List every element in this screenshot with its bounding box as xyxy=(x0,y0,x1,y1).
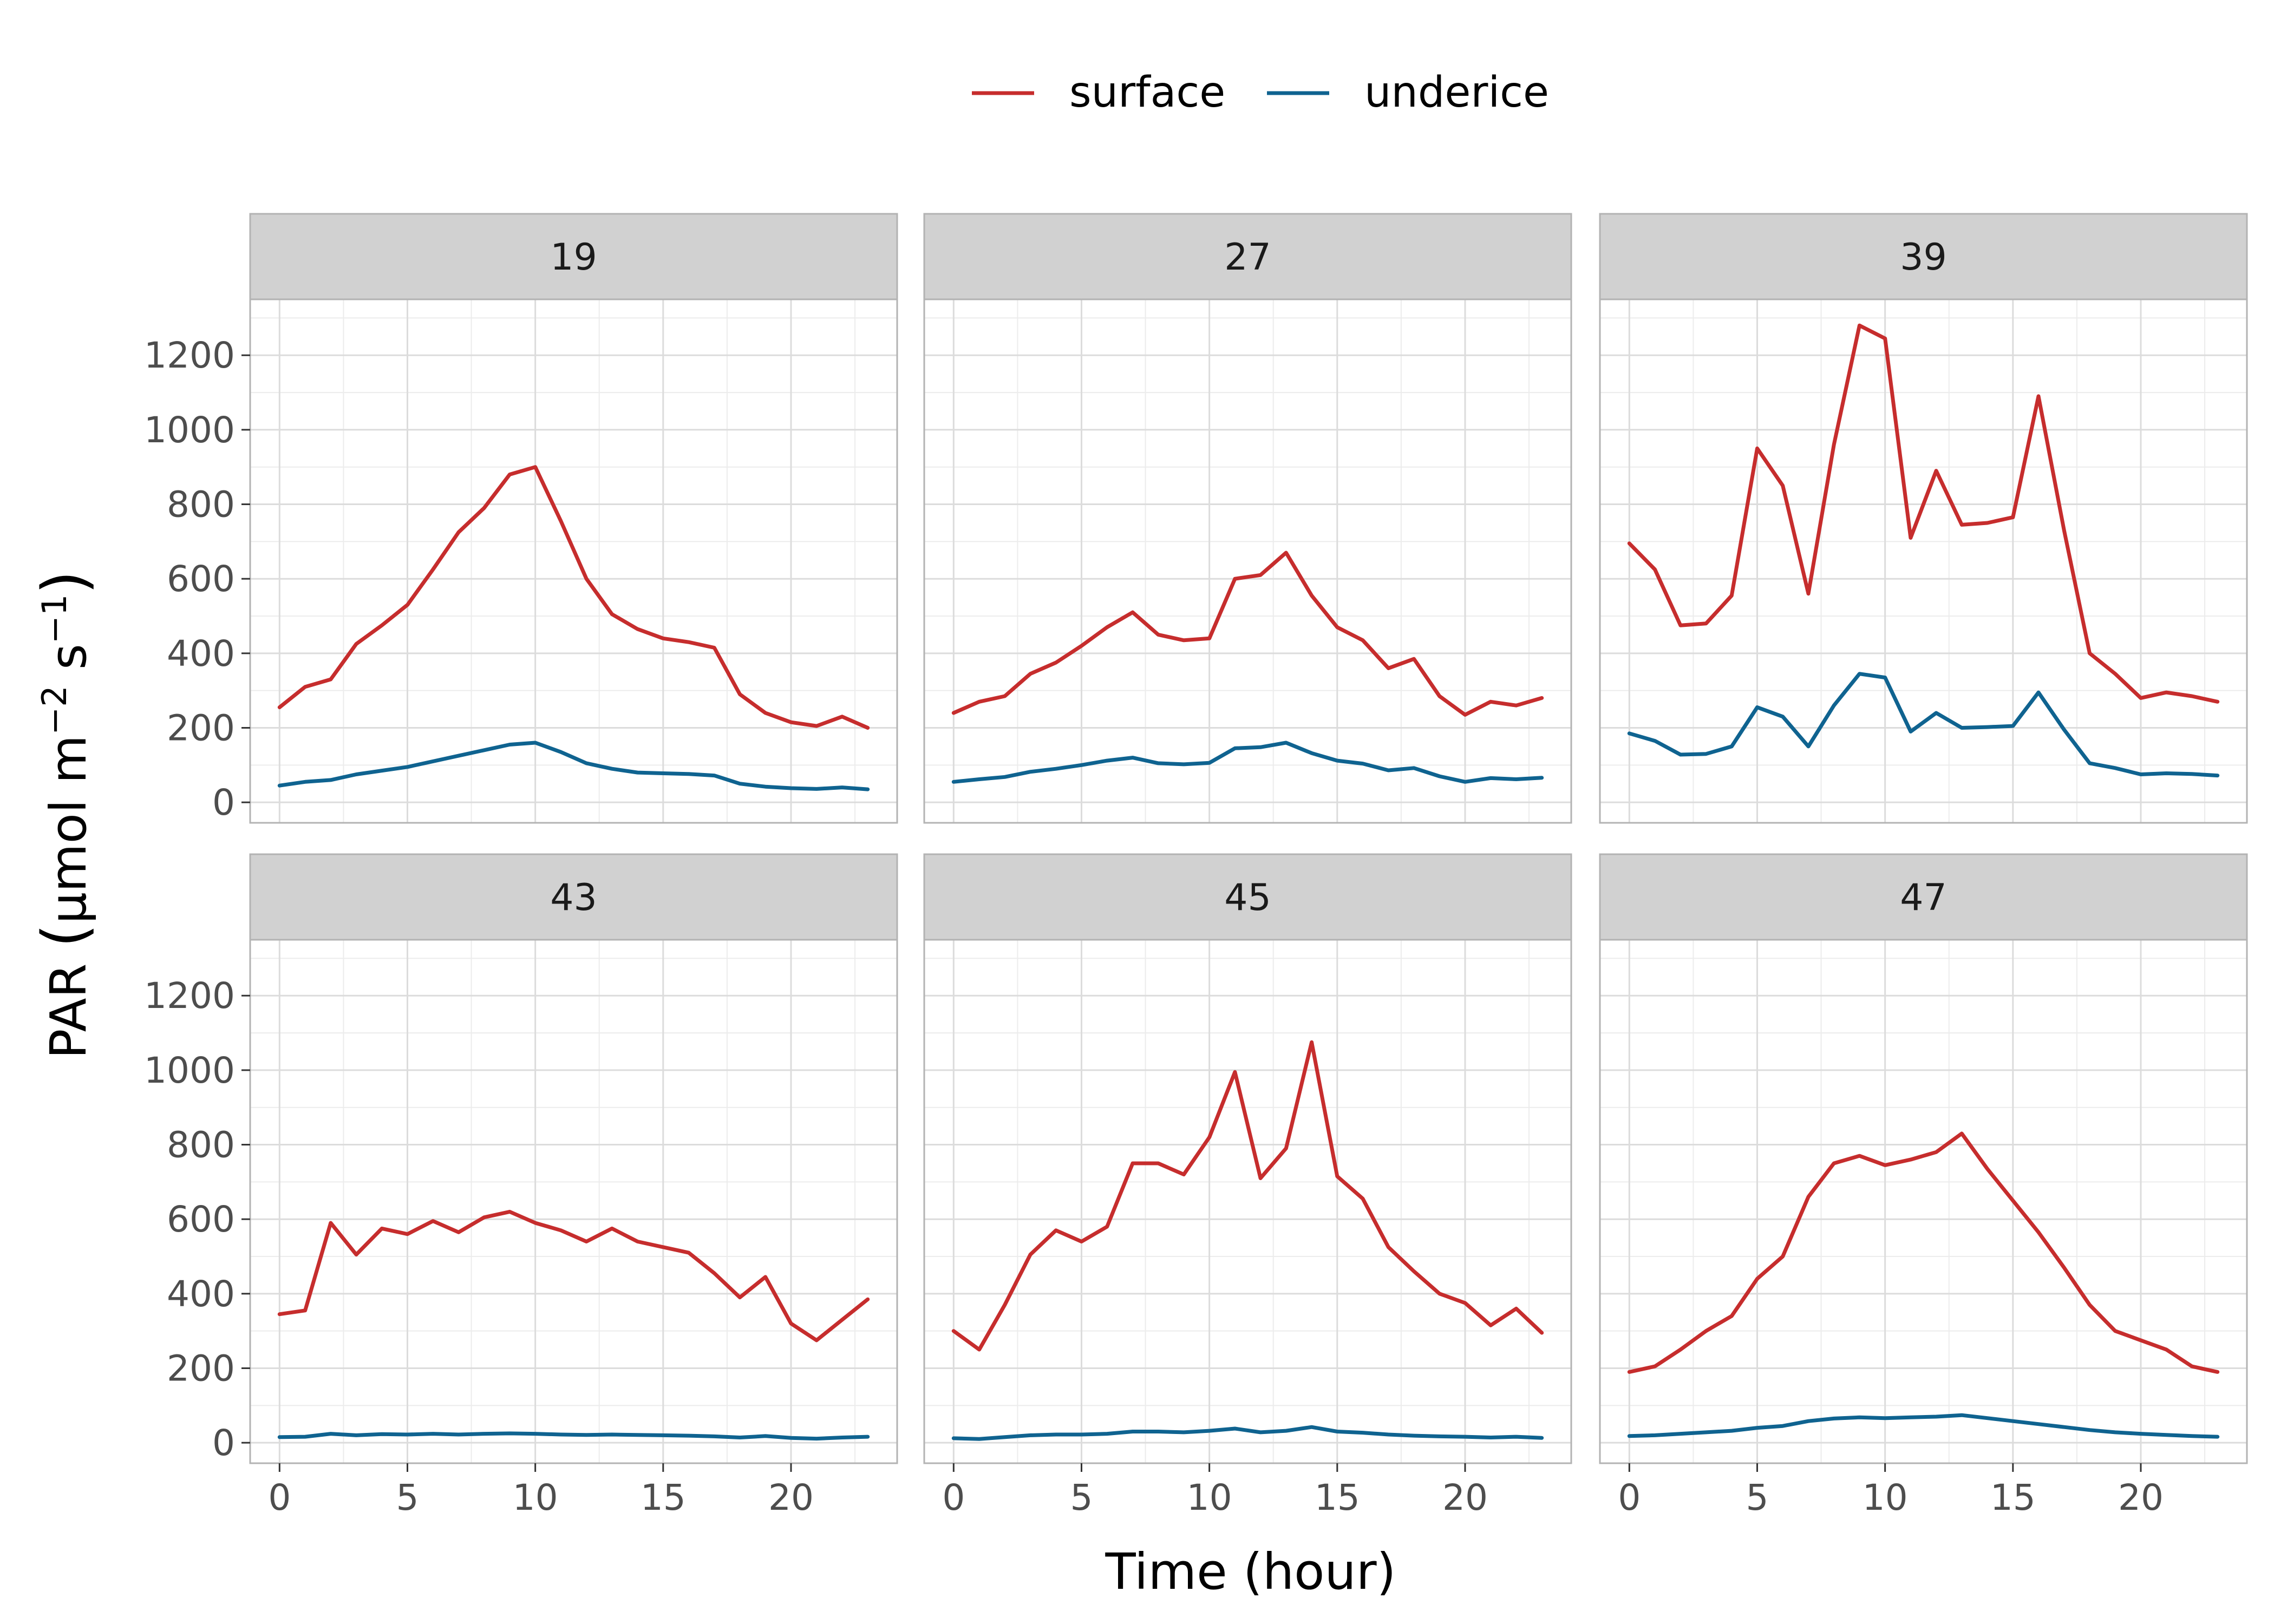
series-line-underice xyxy=(951,1425,1544,1441)
y-axis-title-exp-s: −1 xyxy=(35,594,74,644)
legend-entry-underice: underice xyxy=(1267,68,1549,117)
x-tick-label: 5 xyxy=(1070,1477,1093,1518)
x-tick-label: 20 xyxy=(1442,1477,1488,1518)
x-tick-label: 15 xyxy=(641,1477,686,1518)
x-tick-label: 15 xyxy=(1990,1477,2036,1518)
y-axis-title-main: µmol m xyxy=(40,735,97,924)
plot-background xyxy=(1600,299,2247,823)
legend-label-underice: underice xyxy=(1364,68,1549,117)
y-axis-title-paren-open: ( xyxy=(30,924,100,948)
plot-background xyxy=(250,299,897,823)
gridlines xyxy=(1600,940,2247,1463)
y-tick-label: 400 xyxy=(167,1273,235,1315)
series-line-underice xyxy=(1627,672,2220,778)
facet-label: 39 xyxy=(1900,236,1947,279)
facet-strip xyxy=(249,853,898,941)
y-tick-label: 400 xyxy=(167,633,235,675)
x-tick-label: 0 xyxy=(942,1477,965,1518)
y-axis-title-mid: s xyxy=(40,644,97,685)
plot-background xyxy=(924,299,1571,823)
panel-border xyxy=(923,939,1572,1464)
gridlines xyxy=(924,299,1571,823)
facet-label: 45 xyxy=(1224,876,1271,919)
series-line-surface xyxy=(951,551,1544,717)
panel-39: 39 xyxy=(1599,213,2248,824)
gridlines xyxy=(924,940,1571,1463)
panel-19: 19 0 200 400 600 800 1000 1200 xyxy=(144,213,898,824)
series-line-underice xyxy=(1627,1413,2220,1439)
y-axis-title: PAR (µmol m−2 s−1) xyxy=(30,571,100,1059)
y-tick-label: 600 xyxy=(167,1199,235,1240)
facet-label: 27 xyxy=(1224,236,1271,279)
panel-border xyxy=(249,939,898,1464)
series-line-underice xyxy=(951,741,1544,784)
facet-label: 47 xyxy=(1900,876,1947,919)
panel-border xyxy=(249,298,898,824)
y-tick-label: 1000 xyxy=(144,409,235,451)
panel-45: 45 0 5 10 15 20 xyxy=(923,853,1572,1518)
facet-label: 43 xyxy=(550,876,597,919)
y-axis-title-exp-m: −2 xyxy=(35,685,74,735)
x-axis-title: Time (hour) xyxy=(1105,1543,1396,1601)
x-tick-label: 5 xyxy=(1746,1477,1768,1518)
facet-strip xyxy=(1599,213,2248,300)
panel-border xyxy=(1599,939,2248,1464)
series-line-underice xyxy=(277,741,870,791)
panel-43: 43 0 200 400 600 800 1000 1200 0 5 10 15 20 xyxy=(144,853,898,1518)
y-tick-label: 800 xyxy=(167,484,235,526)
x-tick-label: 10 xyxy=(513,1477,558,1518)
legend: surface underice xyxy=(972,68,1549,117)
plot-background xyxy=(1600,940,2247,1463)
x-tick-label: 20 xyxy=(2118,1477,2164,1518)
series-line-surface xyxy=(277,1209,870,1343)
y-axis-title-paren-close: ) xyxy=(30,571,100,594)
gridlines xyxy=(250,299,897,823)
panel-border xyxy=(1599,298,2248,824)
facet-label: 19 xyxy=(550,236,597,279)
facet-strip xyxy=(249,213,898,300)
y-tick-label: 200 xyxy=(167,707,235,749)
y-tick-label: 800 xyxy=(167,1124,235,1166)
gridlines xyxy=(250,940,897,1463)
x-tick-label: 5 xyxy=(396,1477,419,1518)
legend-label-surface: surface xyxy=(1069,68,1225,117)
series-line-surface xyxy=(951,1040,1544,1352)
facet-strip xyxy=(923,853,1572,941)
series-line-surface xyxy=(1627,323,2220,704)
legend-entry-surface: surface xyxy=(972,68,1225,117)
y-tick-label: 600 xyxy=(167,558,235,600)
series-line-surface xyxy=(277,465,870,730)
panel-27: 27 xyxy=(923,213,1572,824)
y-tick-label: 0 xyxy=(212,1422,235,1464)
x-tick-label: 0 xyxy=(1618,1477,1641,1518)
panel-47: 47 0 5 10 15 20 xyxy=(1599,853,2248,1518)
plot-background xyxy=(924,940,1571,1463)
series-line-surface xyxy=(1627,1131,2220,1374)
panel-border xyxy=(923,298,1572,824)
y-tick-label: 200 xyxy=(167,1347,235,1389)
y-tick-label: 1200 xyxy=(144,335,235,376)
y-axis-title-pre: PAR xyxy=(40,947,97,1059)
x-tick-label: 0 xyxy=(268,1477,291,1518)
series-line-underice xyxy=(277,1431,870,1441)
plot-background xyxy=(250,940,897,1463)
y-tick-label: 1000 xyxy=(144,1050,235,1091)
x-tick-label: 20 xyxy=(768,1477,814,1518)
x-tick-label: 10 xyxy=(1187,1477,1232,1518)
y-tick-label: 1200 xyxy=(144,975,235,1017)
y-tick-label: 0 xyxy=(212,782,235,823)
x-tick-label: 10 xyxy=(1863,1477,1908,1518)
x-tick-label: 15 xyxy=(1315,1477,1360,1518)
facet-strip xyxy=(1599,853,2248,941)
